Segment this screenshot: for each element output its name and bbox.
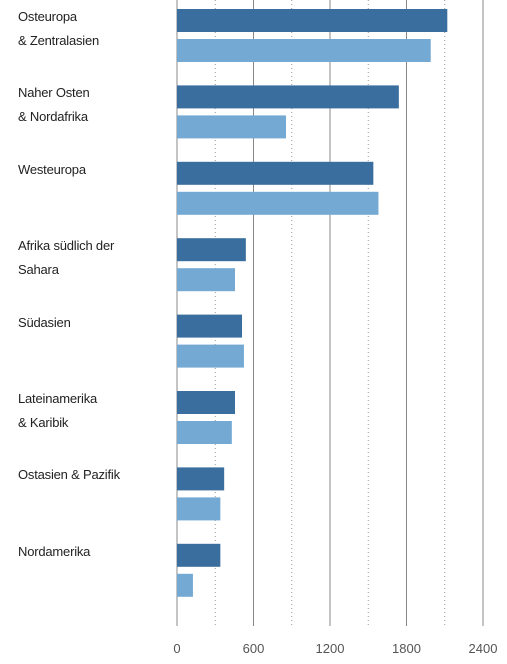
bar: [177, 573, 193, 597]
x-tick-label: 1200: [316, 641, 345, 656]
bar: [177, 344, 244, 368]
category-label: Afrika südlich der Sahara: [18, 238, 115, 278]
category-label: Lateinamerika & Karibik: [18, 391, 98, 430]
bar: [177, 314, 243, 338]
x-tick-label: 600: [243, 641, 265, 656]
bar: [177, 161, 374, 185]
bar: [177, 9, 448, 32]
bar: [177, 85, 399, 109]
bar: [177, 467, 225, 491]
bar: [177, 191, 379, 215]
bar: [177, 497, 221, 521]
category-label: Südasien: [18, 314, 71, 330]
x-tick-label: 0: [173, 641, 180, 656]
bar: [177, 39, 431, 62]
x-tick-label: 1800: [392, 641, 421, 656]
category-label: Ostasien & Pazifik: [18, 467, 120, 483]
category-label: Westeuropa: [18, 161, 86, 177]
bar: [177, 543, 221, 567]
category-label: Naher Osten & Nordafrika: [18, 85, 90, 125]
x-tick-label: 2400: [469, 641, 498, 656]
category-label: Osteuropa & Zentralasien: [18, 9, 100, 48]
bar: [177, 421, 232, 444]
bar: [177, 238, 246, 262]
category-label: Nordamerika: [18, 543, 91, 559]
bar: [177, 391, 236, 414]
bar: [177, 115, 287, 139]
bar: [177, 268, 236, 292]
